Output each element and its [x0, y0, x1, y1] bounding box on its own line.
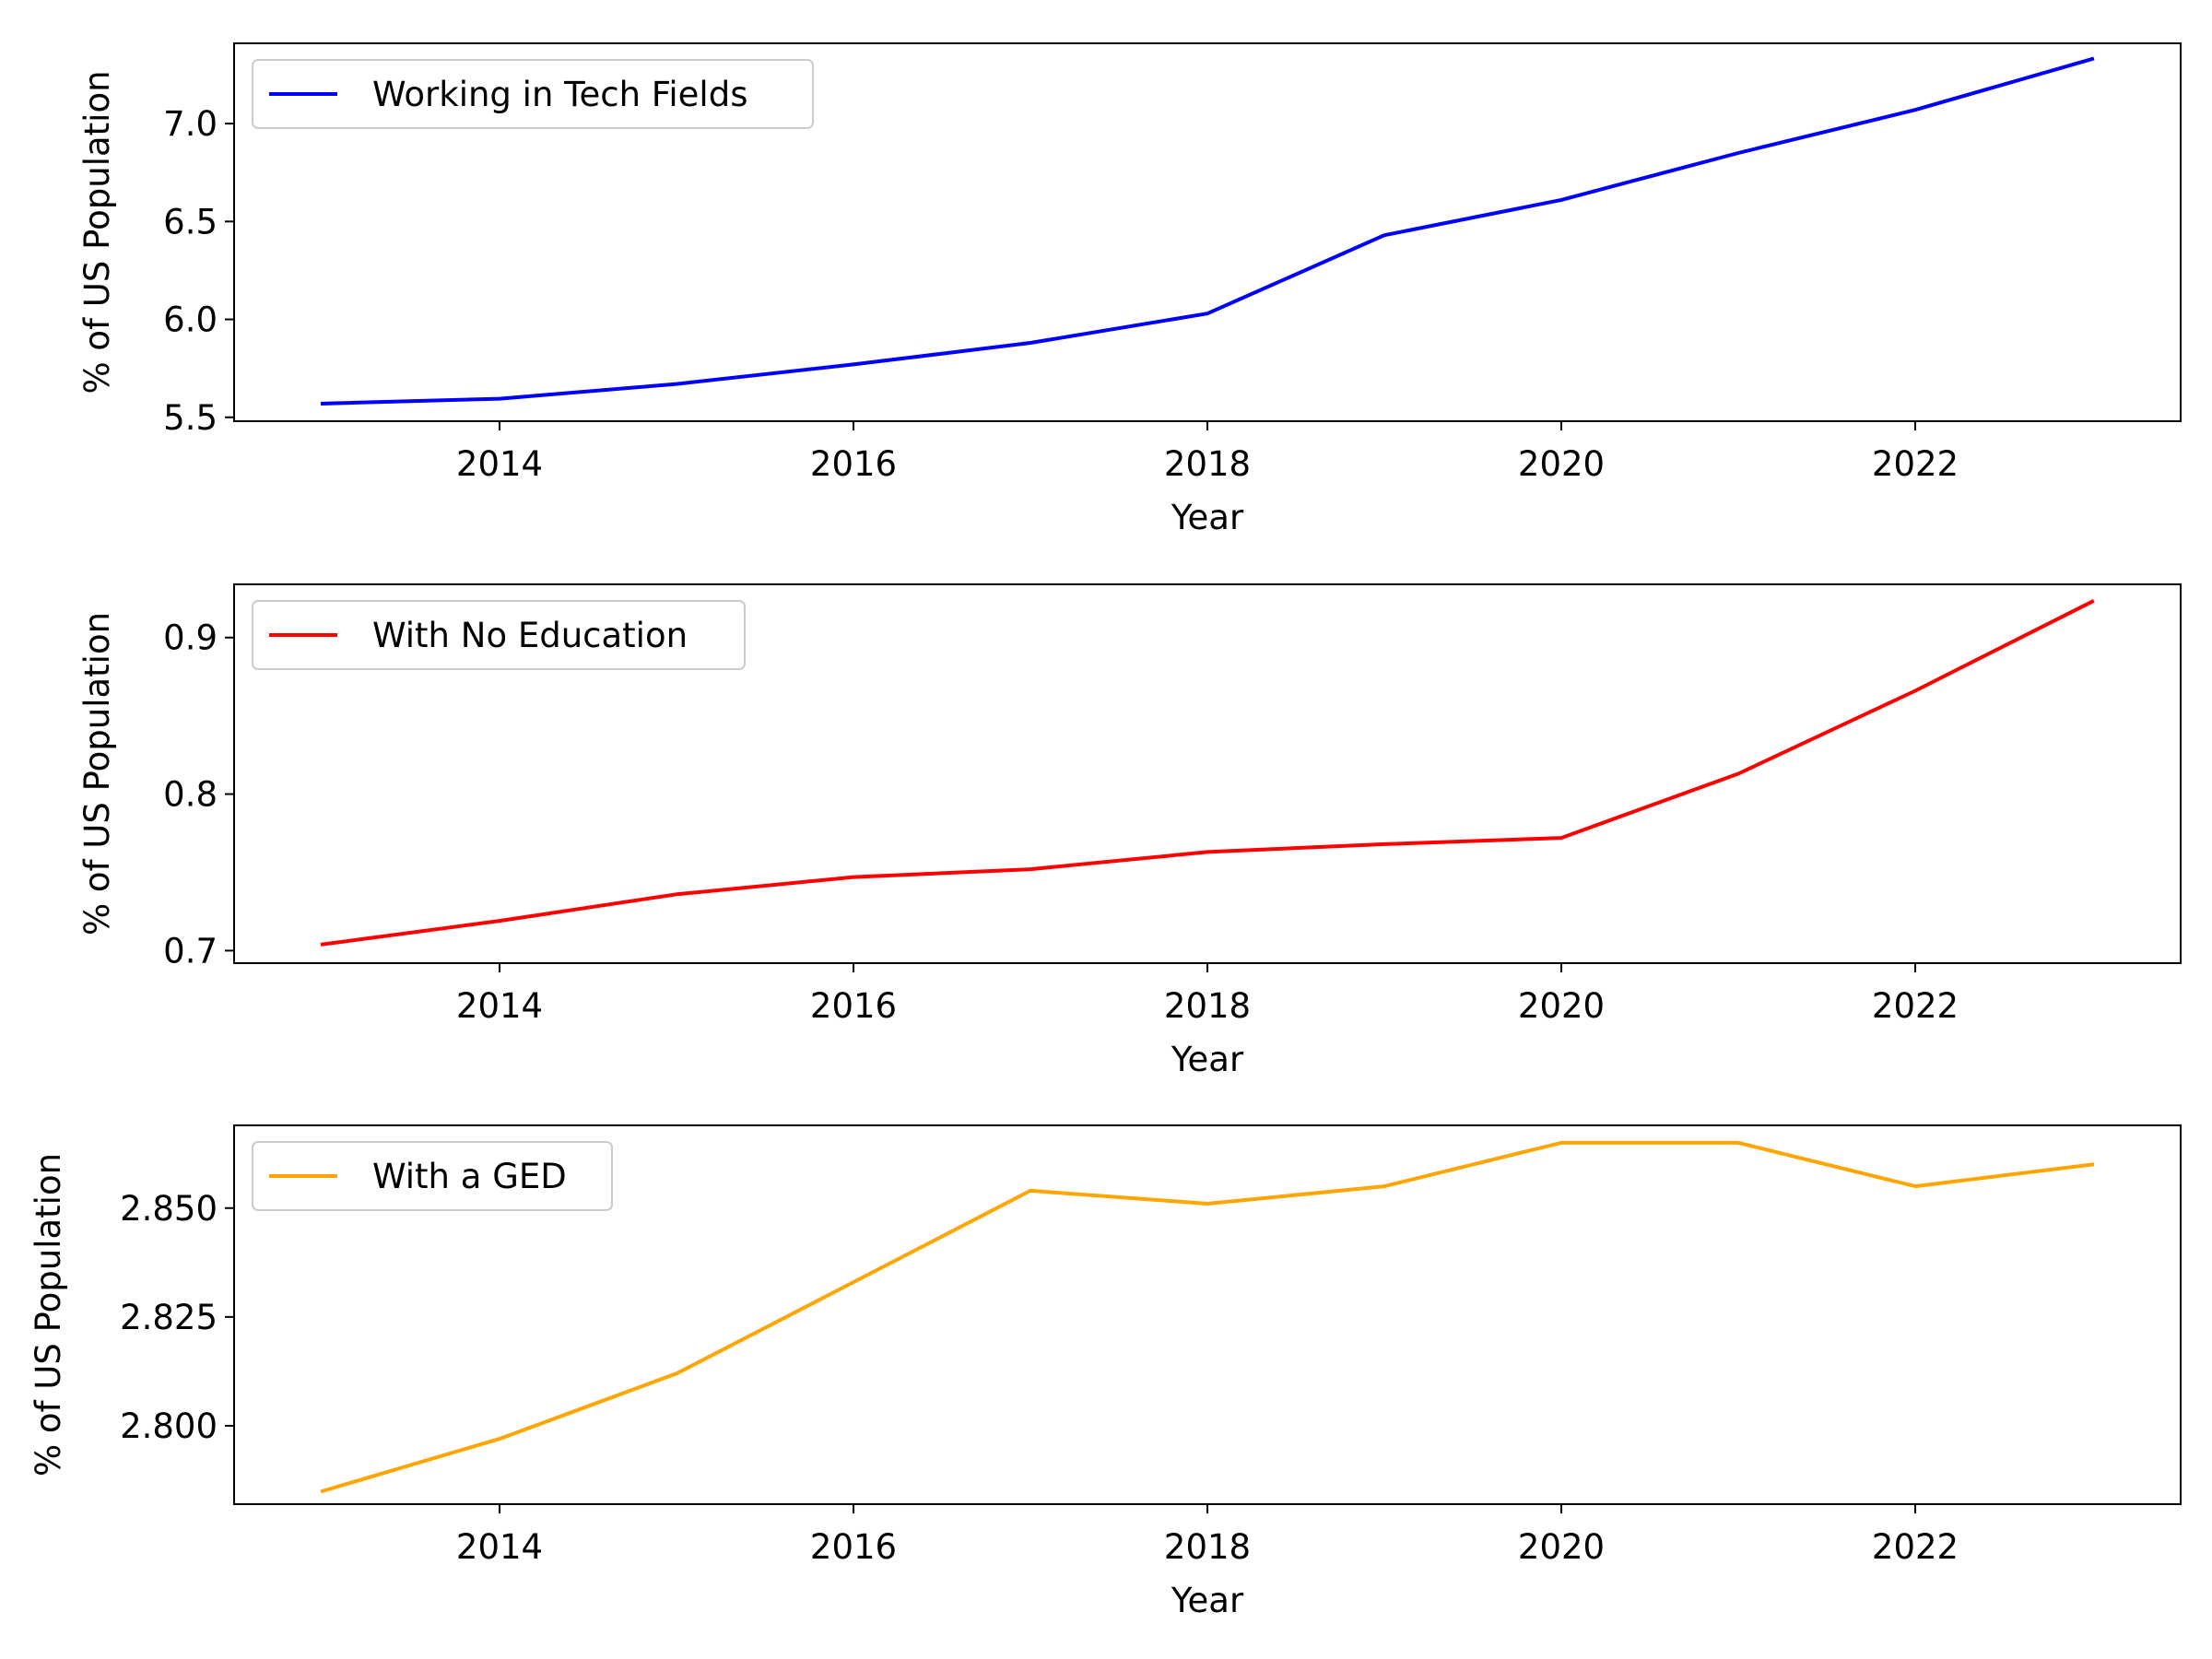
- y-tick-label: 2.850: [120, 1189, 218, 1229]
- x-tick-label: 2016: [810, 444, 897, 484]
- series-line-1: [320, 56, 2095, 406]
- series-line-3: [320, 1140, 2095, 1494]
- legend-box: [252, 59, 814, 129]
- x-tick-label: 2020: [1518, 444, 1605, 484]
- y-tick-label: 2.825: [120, 1298, 218, 1337]
- y-axis-title: % of US Population: [77, 612, 117, 935]
- y-axis-title: % of US Population: [29, 1153, 68, 1477]
- x-tick-label: 2018: [1164, 986, 1251, 1026]
- x-tick-label: 2022: [1872, 444, 1959, 484]
- x-tick-label: 2014: [456, 1527, 543, 1567]
- x-tick-label: 2018: [1164, 1527, 1251, 1567]
- legend: With No Education: [252, 600, 746, 670]
- legend-label: With No Education: [372, 616, 688, 655]
- chart-panel-2: 2014 2016 2018 2020 2022 0.7 0.8 0.9 Year % of US…: [77, 583, 2182, 1079]
- y-tick-label: 5.5: [163, 398, 218, 438]
- series-line-2: [320, 599, 2095, 947]
- legend: Working in Tech Fields: [252, 59, 814, 129]
- x-tick-label: 2022: [1872, 986, 1959, 1026]
- legend-label: Working in Tech Fields: [372, 75, 747, 114]
- chart-panel-1: 2014 2016 2018 2020 2022 5.5 6.0 6.5 7.0 Year % of…: [77, 42, 2182, 537]
- x-tick-label: 2016: [810, 1527, 897, 1567]
- y-tick-label: 0.9: [163, 618, 218, 658]
- x-tick-label: 2020: [1518, 986, 1605, 1026]
- y-axis-title: % of US Population: [77, 70, 117, 394]
- x-tick-label: 2018: [1164, 444, 1251, 484]
- x-tick-label: 2014: [456, 444, 543, 484]
- x-tick-label: 2022: [1872, 1527, 1959, 1567]
- x-tick-label: 2014: [456, 986, 543, 1026]
- plot-frame: [233, 42, 2182, 422]
- chart-panel-3: 2014 2016 2018 2020 2022 2.800 2.825 2.850 Year%…: [29, 1124, 2182, 1620]
- plot-frame: [233, 1124, 2182, 1505]
- legend: With a GED: [252, 1141, 613, 1211]
- y-tick-label: 0.8: [163, 775, 218, 815]
- x-axis-title: Year: [1171, 498, 1244, 537]
- x-tick-label: 2016: [810, 986, 897, 1026]
- legend-box: [252, 600, 746, 670]
- y-tick-label: 7.0: [163, 104, 218, 144]
- x-axis-title: Year: [1171, 1040, 1244, 1079]
- legend-label: With a GED: [372, 1157, 567, 1196]
- y-tick-label: 6.0: [163, 300, 218, 340]
- y-tick-label: 6.5: [163, 202, 218, 241]
- y-tick-label: 0.7: [163, 931, 218, 971]
- legend-box: [252, 1141, 613, 1211]
- y-tick-label: 2.800: [120, 1406, 218, 1446]
- x-axis-title: Year: [1171, 1581, 1244, 1620]
- x-tick-label: 2020: [1518, 1527, 1605, 1567]
- plot-frame: [233, 583, 2182, 964]
